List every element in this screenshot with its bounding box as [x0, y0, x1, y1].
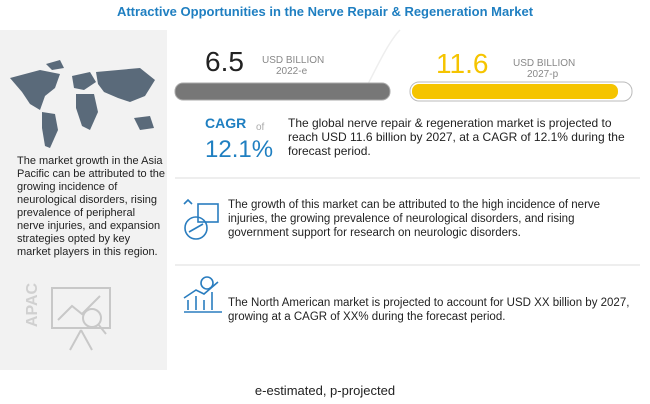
bar-2022 — [174, 82, 391, 101]
value-2022: 6.5 — [205, 46, 244, 77]
bar-2027 — [412, 84, 618, 99]
insight-icon — [183, 198, 219, 240]
value-2027: 11.6 — [436, 48, 489, 79]
unit-2027: USD BILLION — [513, 58, 576, 69]
region-description: The market growth in the Asia Pacific ca… — [17, 155, 165, 258]
unit-2022: USD BILLION — [262, 55, 325, 66]
insight: The North American market is projected t… — [228, 297, 630, 323]
apac-icon — [51, 287, 111, 351]
cagr-value: 12.1% — [205, 136, 274, 163]
year-2022: 2022-e — [276, 66, 308, 77]
title: Attractive Opportunities in the Nerve Re… — [116, 4, 534, 19]
year-2027: 2027-p — [527, 69, 559, 80]
cagr-connector: of — [256, 122, 265, 133]
region-label: APAC — [24, 282, 41, 328]
cagr-label: CAGR — [205, 115, 247, 131]
footnote: e-estimated, p-projected — [254, 383, 396, 398]
world-map — [10, 60, 155, 148]
insight: The growth of this market can be attribu… — [228, 199, 601, 239]
summary: The global nerve repair & regeneration m… — [288, 116, 625, 158]
growth-icon — [183, 276, 222, 313]
